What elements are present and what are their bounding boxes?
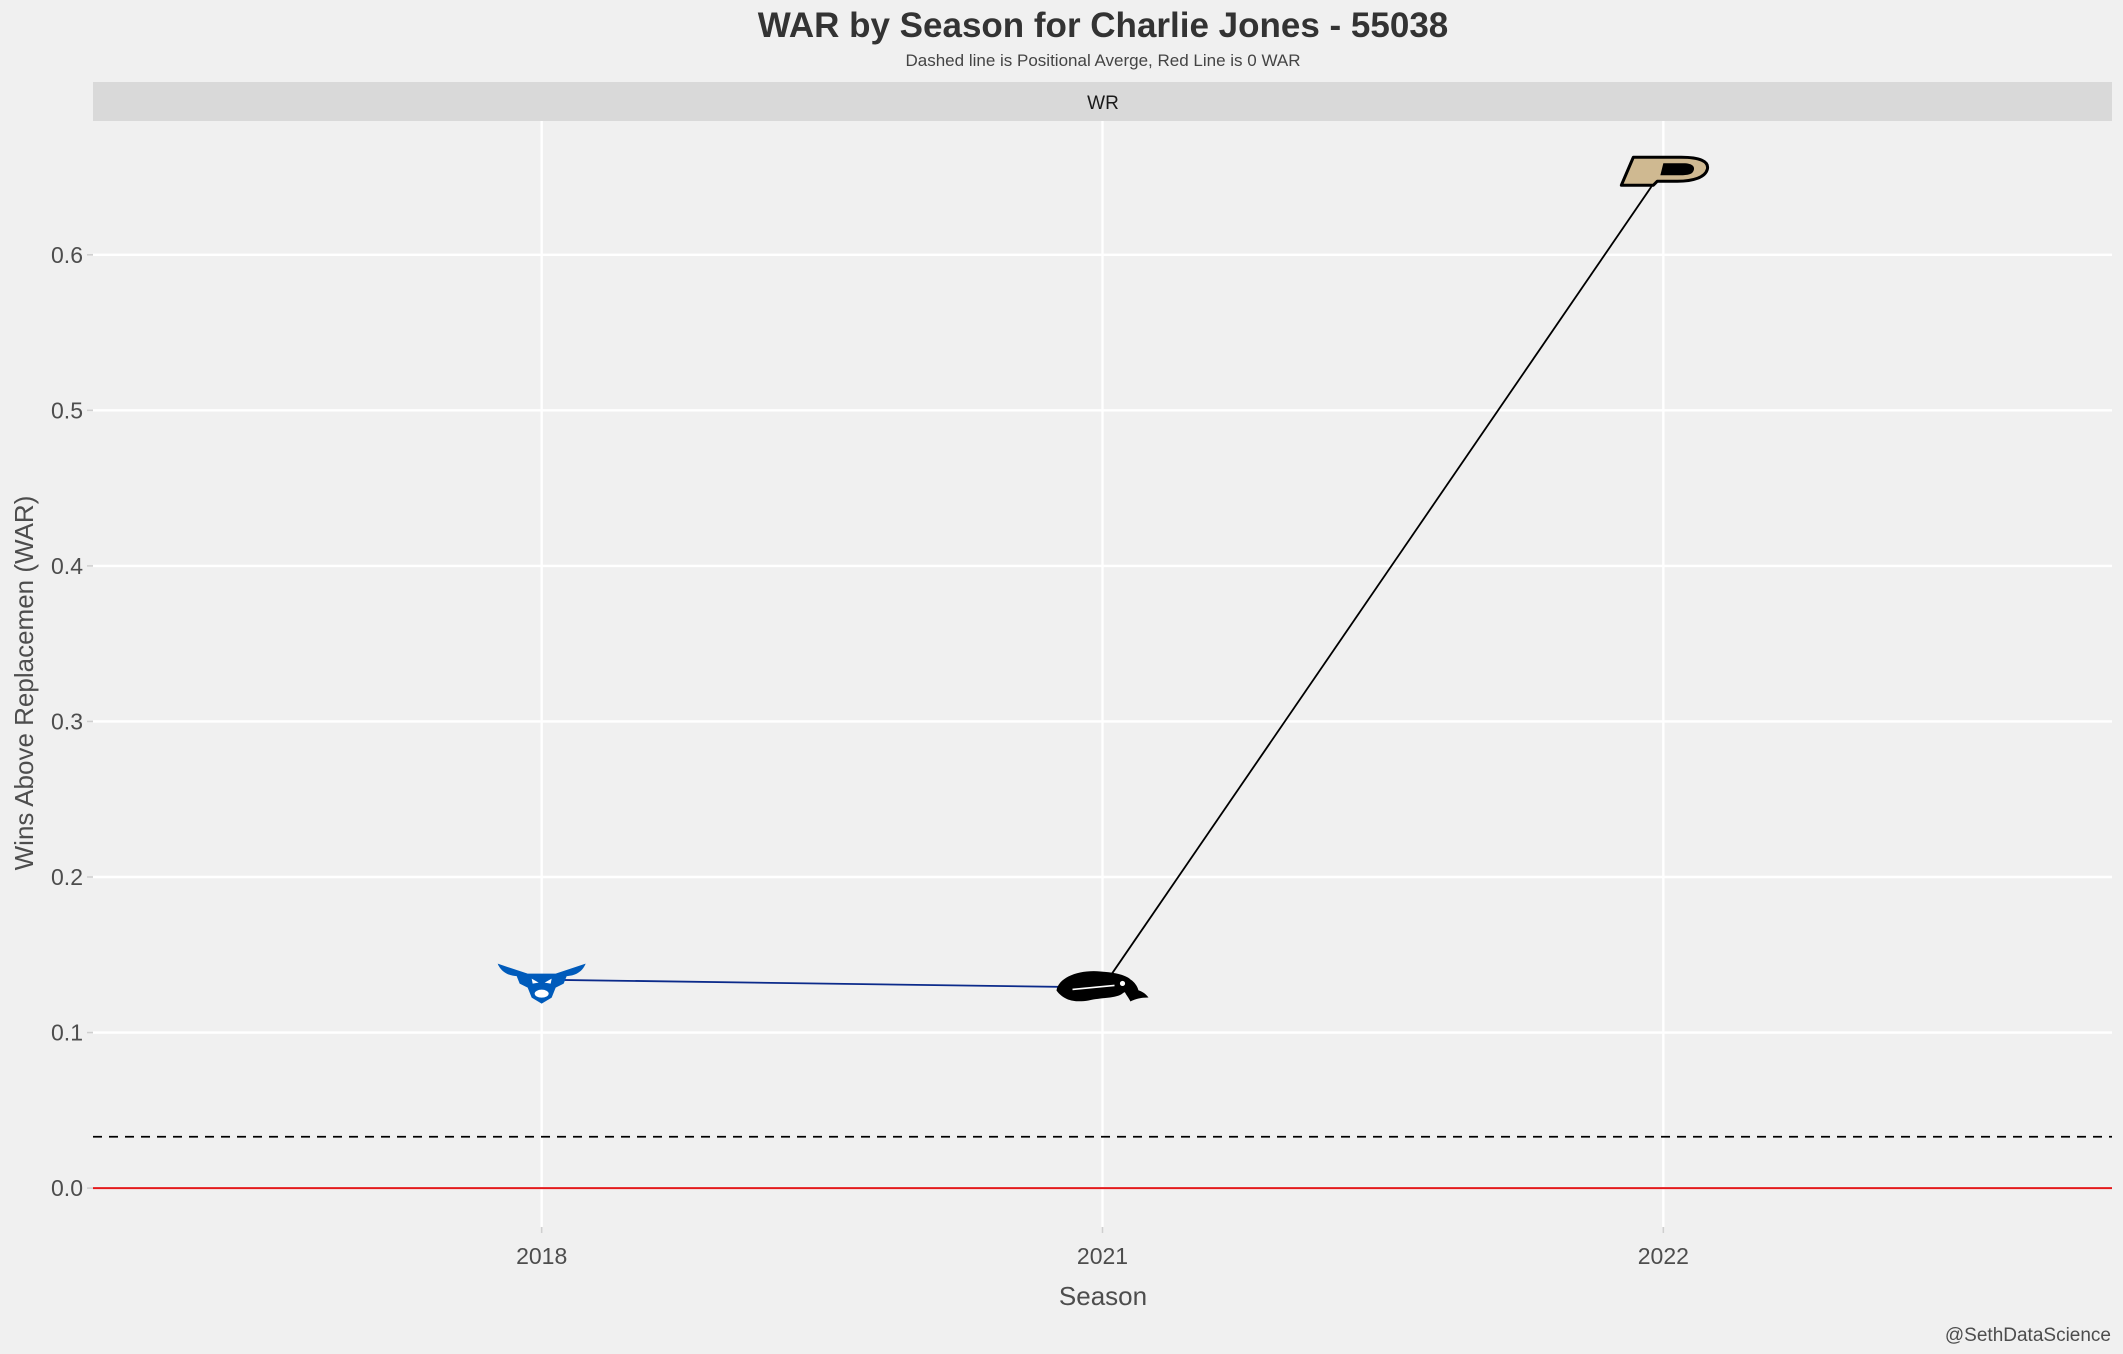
- y-tick-label: 0.4: [51, 553, 83, 579]
- y-tick-label: 0.0: [51, 1175, 83, 1201]
- x-tick-label: 2022: [1638, 1243, 1689, 1269]
- x-axis-ticks: 2018 2021 2022: [516, 1227, 1689, 1269]
- x-tick-label: 2018: [516, 1243, 567, 1269]
- facet-strip: [93, 82, 2112, 121]
- grid: [93, 121, 2112, 1227]
- bull-right-eye: [544, 978, 552, 984]
- y-axis-title: Wins Above Replacemen (WAR): [9, 496, 39, 871]
- y-tick-label: 0.6: [51, 242, 83, 268]
- team-logo-points: [497, 155, 1710, 1004]
- y-tick-label: 0.3: [51, 708, 83, 734]
- bull-left-eye: [531, 978, 539, 984]
- war-segment: [541, 978, 1103, 989]
- bull-right-horn: [555, 963, 586, 977]
- war-series-line: [541, 168, 1665, 989]
- war-segment: [1101, 168, 1665, 988]
- iowa-hawkeyes-logo-icon: [1056, 971, 1149, 1002]
- caption: @SethDataScience: [1945, 1325, 2111, 1346]
- buffalo-bulls-logo-icon: [497, 963, 586, 1004]
- x-axis-title: Season: [1059, 1281, 1147, 1311]
- bull-left-horn: [497, 963, 528, 977]
- purdue-p-logo-icon: [1619, 155, 1710, 187]
- hawk-stripe: [1072, 984, 1115, 991]
- x-tick-label: 2021: [1077, 1243, 1128, 1269]
- chart-subtitle: Dashed line is Positional Averge, Red Li…: [906, 51, 1301, 70]
- facet-strip-label: WR: [1087, 93, 1119, 114]
- y-axis-ticks: 0.0 0.1 0.2 0.3 0.4 0.5 0.6: [51, 242, 93, 1201]
- chart-title: WAR by Season for Charlie Jones - 55038: [758, 6, 1449, 45]
- hawk-beak: [1124, 989, 1149, 1002]
- bull-nose: [534, 989, 549, 998]
- y-tick-label: 0.5: [51, 397, 83, 423]
- bull-head: [515, 973, 568, 1004]
- hawk-head: [1056, 971, 1139, 1002]
- purdue-p-counter: [1660, 163, 1695, 176]
- y-tick-label: 0.1: [51, 1020, 83, 1046]
- y-tick-label: 0.2: [51, 864, 83, 890]
- reference-lines: [93, 1135, 2112, 1190]
- hawk-eye: [1119, 980, 1126, 987]
